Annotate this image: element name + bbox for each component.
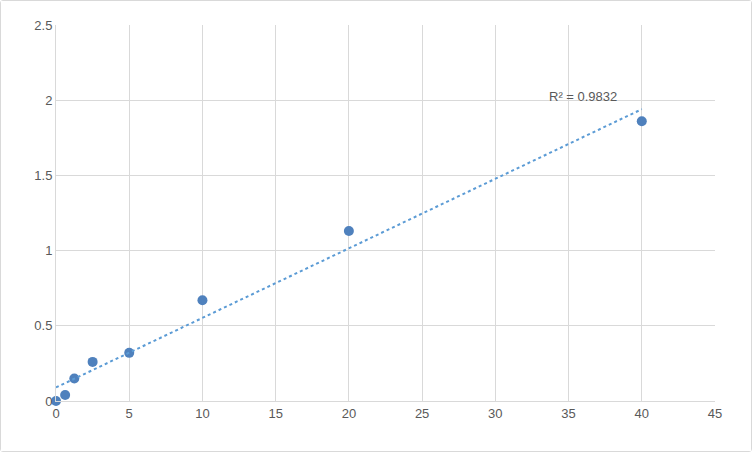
svg-text:40: 40 xyxy=(635,406,649,421)
svg-text:20: 20 xyxy=(342,406,356,421)
svg-text:35: 35 xyxy=(561,406,575,421)
svg-text:10: 10 xyxy=(195,406,209,421)
svg-text:2.5: 2.5 xyxy=(34,18,52,33)
svg-text:1.5: 1.5 xyxy=(34,168,52,183)
svg-text:5: 5 xyxy=(126,406,133,421)
svg-text:0: 0 xyxy=(45,394,52,409)
svg-text:15: 15 xyxy=(268,406,282,421)
svg-text:30: 30 xyxy=(488,406,502,421)
svg-text:25: 25 xyxy=(415,406,429,421)
svg-text:0: 0 xyxy=(52,406,59,421)
svg-text:1: 1 xyxy=(45,243,52,258)
svg-text:R² = 0.9832: R² = 0.9832 xyxy=(549,89,617,104)
svg-text:2: 2 xyxy=(45,93,52,108)
svg-text:45: 45 xyxy=(708,406,722,421)
svg-text:0.5: 0.5 xyxy=(34,318,52,333)
